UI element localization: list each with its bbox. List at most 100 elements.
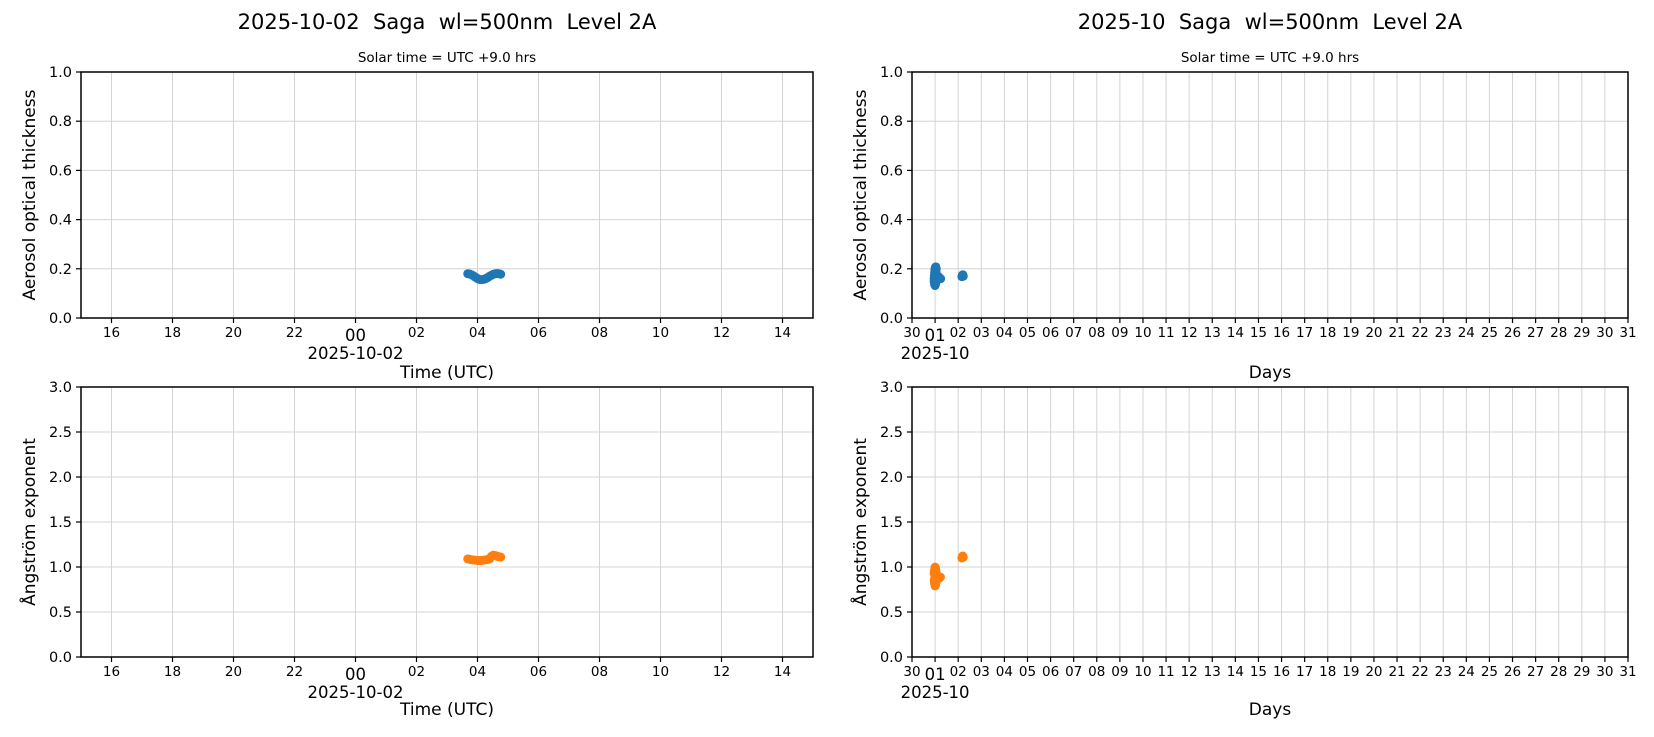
x-tick-label: 12	[1181, 664, 1198, 680]
y-tick-label: 0.0	[49, 650, 72, 666]
plot-spines	[911, 386, 1629, 658]
x-tick-label: 23	[1435, 664, 1452, 680]
x-tick-label: 06	[1042, 325, 1059, 341]
y-tick-label: 1.0	[49, 560, 72, 576]
x-tick-label: 04	[996, 664, 1013, 680]
x-tick-label: 27	[1527, 664, 1544, 680]
xlabel-time-utc-bottom: Time (UTC)	[400, 700, 494, 720]
x-tick-label: 08	[1088, 325, 1105, 341]
x-tick-label: 21	[1388, 325, 1405, 341]
x-tick-label: 04	[469, 664, 486, 680]
y-tick-label: 2.5	[49, 425, 72, 441]
x-axis-date-offset: 2025-10-02	[308, 683, 404, 702]
x-tick-label: 02	[950, 664, 967, 680]
x-tick-label: 23	[1435, 325, 1452, 341]
right-column-subtitle: Solar time = UTC +9.0 hrs	[1180, 50, 1360, 66]
x-tick-label: 11	[1157, 325, 1174, 341]
x-tick-label: 15	[1250, 664, 1267, 680]
x-axis-date-offset: 2025-10	[901, 683, 970, 702]
x-tick-label: 04	[469, 325, 486, 341]
x-tick-label: 14	[1227, 325, 1244, 341]
x-tick-label: 01	[925, 665, 946, 684]
x-tick-label: 14	[774, 325, 791, 341]
xlabel-days-bottom: Days	[1248, 700, 1292, 720]
x-tick-label: 22	[1412, 664, 1429, 680]
x-tick-label: 29	[1573, 325, 1590, 341]
x-tick-label: 00	[345, 665, 366, 684]
x-tick-label: 01	[925, 326, 946, 345]
y-tick-label: 1.5	[880, 515, 903, 531]
x-tick-label: 06	[530, 325, 547, 341]
x-tick-label: 18	[164, 664, 181, 680]
y-tick-label: 1.0	[49, 65, 72, 81]
y-tick-label: 0.0	[49, 311, 72, 327]
y-tick-label: 2.0	[880, 470, 903, 486]
x-tick-label: 22	[1412, 325, 1429, 341]
x-tick-label: 10	[652, 664, 669, 680]
x-tick-label: 03	[973, 664, 990, 680]
x-tick-label: 18	[1319, 664, 1336, 680]
data-point	[496, 552, 506, 562]
x-tick-label: 10	[652, 325, 669, 341]
x-tick-label: 09	[1111, 664, 1128, 680]
x-tick-label: 28	[1550, 325, 1567, 341]
x-tick-label: 18	[1319, 325, 1336, 341]
x-tick-label: 12	[1181, 325, 1198, 341]
x-tick-label: 31	[1619, 664, 1636, 680]
data-point	[496, 269, 506, 279]
x-tick-label: 09	[1111, 325, 1128, 341]
data-point	[936, 274, 946, 284]
x-tick-label: 19	[1342, 664, 1359, 680]
x-tick-label: 26	[1504, 325, 1521, 341]
y-tick-label: 0.0	[880, 650, 903, 666]
x-tick-label: 27	[1527, 325, 1544, 341]
x-tick-label: 08	[591, 664, 608, 680]
x-tick-label: 22	[286, 325, 303, 341]
x-tick-label: 30	[1596, 664, 1613, 680]
x-tick-label: 10	[1134, 325, 1151, 341]
xlabel-time-utc-top: Time (UTC)	[400, 363, 494, 383]
x-tick-label: 05	[1019, 664, 1036, 680]
x-tick-label: 26	[1504, 664, 1521, 680]
gridlines	[911, 71, 1629, 319]
y-tick-label: 0.6	[49, 163, 72, 179]
x-tick-label: 30	[903, 325, 920, 341]
x-tick-label: 16	[1273, 325, 1290, 341]
x-tick-label: 16	[1273, 664, 1290, 680]
y-tick-label: 0.2	[880, 262, 903, 278]
x-tick-label: 28	[1550, 664, 1567, 680]
x-tick-label: 20	[225, 325, 242, 341]
x-tick-label: 12	[713, 664, 730, 680]
x-tick-label: 10	[1134, 664, 1151, 680]
y-tick-label: 1.0	[880, 65, 903, 81]
y-tick-label: 3.0	[49, 380, 72, 396]
y-tick-label: 0.5	[880, 605, 903, 621]
x-tick-label: 06	[530, 664, 547, 680]
data-point	[958, 552, 968, 562]
x-tick-label: 11	[1157, 664, 1174, 680]
x-tick-label: 24	[1458, 664, 1475, 680]
plot-spines	[80, 386, 814, 658]
x-tick-label: 18	[164, 325, 181, 341]
x-tick-label: 24	[1458, 325, 1475, 341]
x-tick-label: 30	[903, 664, 920, 680]
x-tick-label: 14	[1227, 664, 1244, 680]
left-column-title: 2025-10-02 Saga wl=500nm Level 2A	[237, 10, 657, 34]
x-tick-label: 13	[1204, 325, 1221, 341]
x-tick-label: 16	[103, 325, 120, 341]
x-tick-label: 00	[345, 326, 366, 345]
y-tick-label: 0.5	[49, 605, 72, 621]
y-tick-label: 0.2	[49, 262, 72, 278]
y-tick-label: 0.8	[49, 114, 72, 130]
x-tick-label: 19	[1342, 325, 1359, 341]
scatter-points-aot-vs-days	[929, 262, 968, 291]
y-tick-label: 3.0	[880, 380, 903, 396]
x-tick-label: 25	[1481, 664, 1498, 680]
xlabel-days-top: Days	[1248, 363, 1292, 383]
